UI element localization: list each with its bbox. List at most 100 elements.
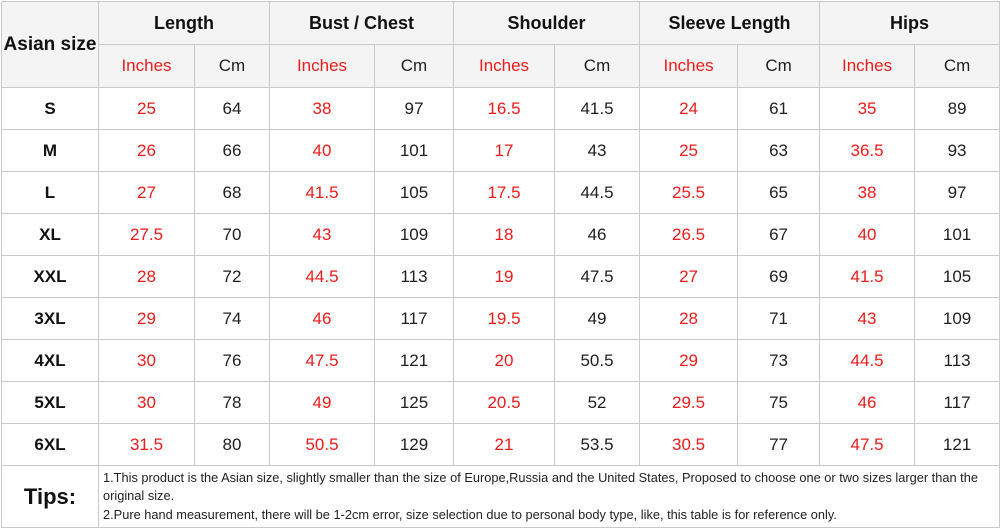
size-label: 5XL [1,381,99,424]
table-row: L 27 68 41.5 105 17.5 44.5 25.5 65 38 97 [1,171,1000,214]
table-row: 5XL 30 78 49 125 20.5 52 29.5 75 46 117 [1,381,1000,424]
unit-header-inches: Inches [819,44,916,88]
inches-value-cell: 29 [98,297,195,340]
cm-value-cell: 44.5 [554,171,641,214]
inches-value-cell: 49 [269,381,375,424]
inches-value-cell: 28 [98,255,195,298]
cm-value-cell: 78 [194,381,270,424]
cm-value-cell: 43 [554,129,641,172]
cm-value-cell: 63 [737,129,821,172]
cm-value-cell: 89 [914,87,1000,130]
cm-value-cell: 53.5 [554,423,641,466]
inches-value-cell: 43 [819,297,916,340]
cm-value-cell: 97 [373,87,455,130]
table-footer: Tips: 1.This product is the Asian size, … [1,465,1000,528]
table-header: Asian size Length Bust / Chest Shoulder … [1,1,1000,88]
inches-value-cell: 28 [639,297,739,340]
inches-value-cell: 46 [269,297,375,340]
inches-value-cell: 46 [819,381,916,424]
inches-value-cell: 27 [639,255,739,298]
cm-value-cell: 117 [373,297,455,340]
cm-value-cell: 117 [914,381,1000,424]
cm-value-cell: 77 [737,423,821,466]
unit-header-cm: Cm [914,44,1000,88]
cm-value-cell: 50.5 [554,339,641,382]
cm-value-cell: 113 [914,339,1000,382]
cm-value-cell: 67 [737,213,821,256]
inches-value-cell: 36.5 [819,129,916,172]
cm-value-cell: 74 [194,297,270,340]
cm-value-cell: 105 [373,171,455,214]
table-row: 3XL 29 74 46 117 19.5 49 28 71 43 109 [1,297,1000,340]
inches-value-cell: 17 [453,129,556,172]
inches-value-cell: 40 [269,129,375,172]
cm-value-cell: 80 [194,423,270,466]
inches-value-cell: 18 [453,213,556,256]
cm-value-cell: 121 [914,423,1000,466]
size-label: 6XL [1,423,99,466]
cm-value-cell: 71 [737,297,821,340]
inches-value-cell: 50.5 [269,423,375,466]
inches-value-cell: 41.5 [819,255,916,298]
inches-value-cell: 38 [269,87,375,130]
inches-value-cell: 40 [819,213,916,256]
table-row: 4XL 30 76 47.5 121 20 50.5 29 73 44.5 113 [1,339,1000,382]
inches-value-cell: 16.5 [453,87,556,130]
cm-value-cell: 41.5 [554,87,641,130]
tips-row: Tips: 1.This product is the Asian size, … [1,465,1000,528]
group-header-row: Asian size Length Bust / Chest Shoulder … [1,1,1000,88]
inches-value-cell: 25 [98,87,195,130]
inches-value-cell: 27.5 [98,213,195,256]
inches-value-cell: 30.5 [639,423,739,466]
column-group-hips: Hips [819,1,1000,45]
cm-value-cell: 109 [914,297,1000,340]
unit-header-cm: Cm [373,44,455,88]
inches-value-cell: 35 [819,87,916,130]
table-row: 6XL 31.5 80 50.5 129 21 53.5 30.5 77 47.5 121 [1,423,1000,466]
tip-line: 2.Pure hand measurement, there will be 1… [103,506,837,522]
column-group-sleeve-length: Sleeve Length [639,1,821,45]
cm-value-cell: 121 [373,339,455,382]
inches-value-cell: 30 [98,381,195,424]
inches-value-cell: 24 [639,87,739,130]
cm-value-cell: 70 [194,213,270,256]
column-group-shoulder: Shoulder [453,1,641,45]
inches-value-cell: 38 [819,171,916,214]
cm-value-cell: 129 [373,423,455,466]
table-row: XL 27.5 70 43 109 18 46 26.5 67 40 101 [1,213,1000,256]
inches-value-cell: 21 [453,423,556,466]
unit-header-cm: Cm [737,44,821,88]
cm-value-cell: 72 [194,255,270,298]
inches-value-cell: 20 [453,339,556,382]
table-row: M 26 66 40 101 17 43 25 63 36.5 93 [1,129,1000,172]
cm-value-cell: 65 [737,171,821,214]
size-column-header: Asian size [1,1,99,88]
inches-value-cell: 17.5 [453,171,556,214]
inches-value-cell: 31.5 [98,423,195,466]
column-group-bust-chest: Bust / Chest [268,1,455,45]
unit-header-inches: Inches [639,44,739,88]
inches-value-cell: 20.5 [453,381,556,424]
size-label: L [1,171,99,214]
inches-value-cell: 29.5 [639,381,739,424]
inches-value-cell: 44.5 [819,339,916,382]
inches-value-cell: 29 [639,339,739,382]
unit-header-cm: Cm [554,44,641,88]
size-label: 3XL [1,297,99,340]
tips-text: 1.This product is the Asian size, slight… [97,465,1000,528]
cm-value-cell: 93 [914,129,1000,172]
size-table-body: S 25 64 38 97 16.5 41.5 24 61 35 89 M 26 66 40 101 17 43 2… [1,87,1000,466]
inches-value-cell: 44.5 [269,255,375,298]
size-label: XL [1,213,99,256]
inches-value-cell: 41.5 [269,171,375,214]
inches-value-cell: 25 [639,129,739,172]
cm-value-cell: 49 [554,297,641,340]
cm-value-cell: 101 [373,129,455,172]
cm-value-cell: 105 [914,255,1000,298]
cm-value-cell: 47.5 [554,255,641,298]
inches-value-cell: 25.5 [639,171,739,214]
unit-header-cm: Cm [194,44,270,88]
size-label: XXL [1,255,99,298]
size-label: 4XL [1,339,99,382]
